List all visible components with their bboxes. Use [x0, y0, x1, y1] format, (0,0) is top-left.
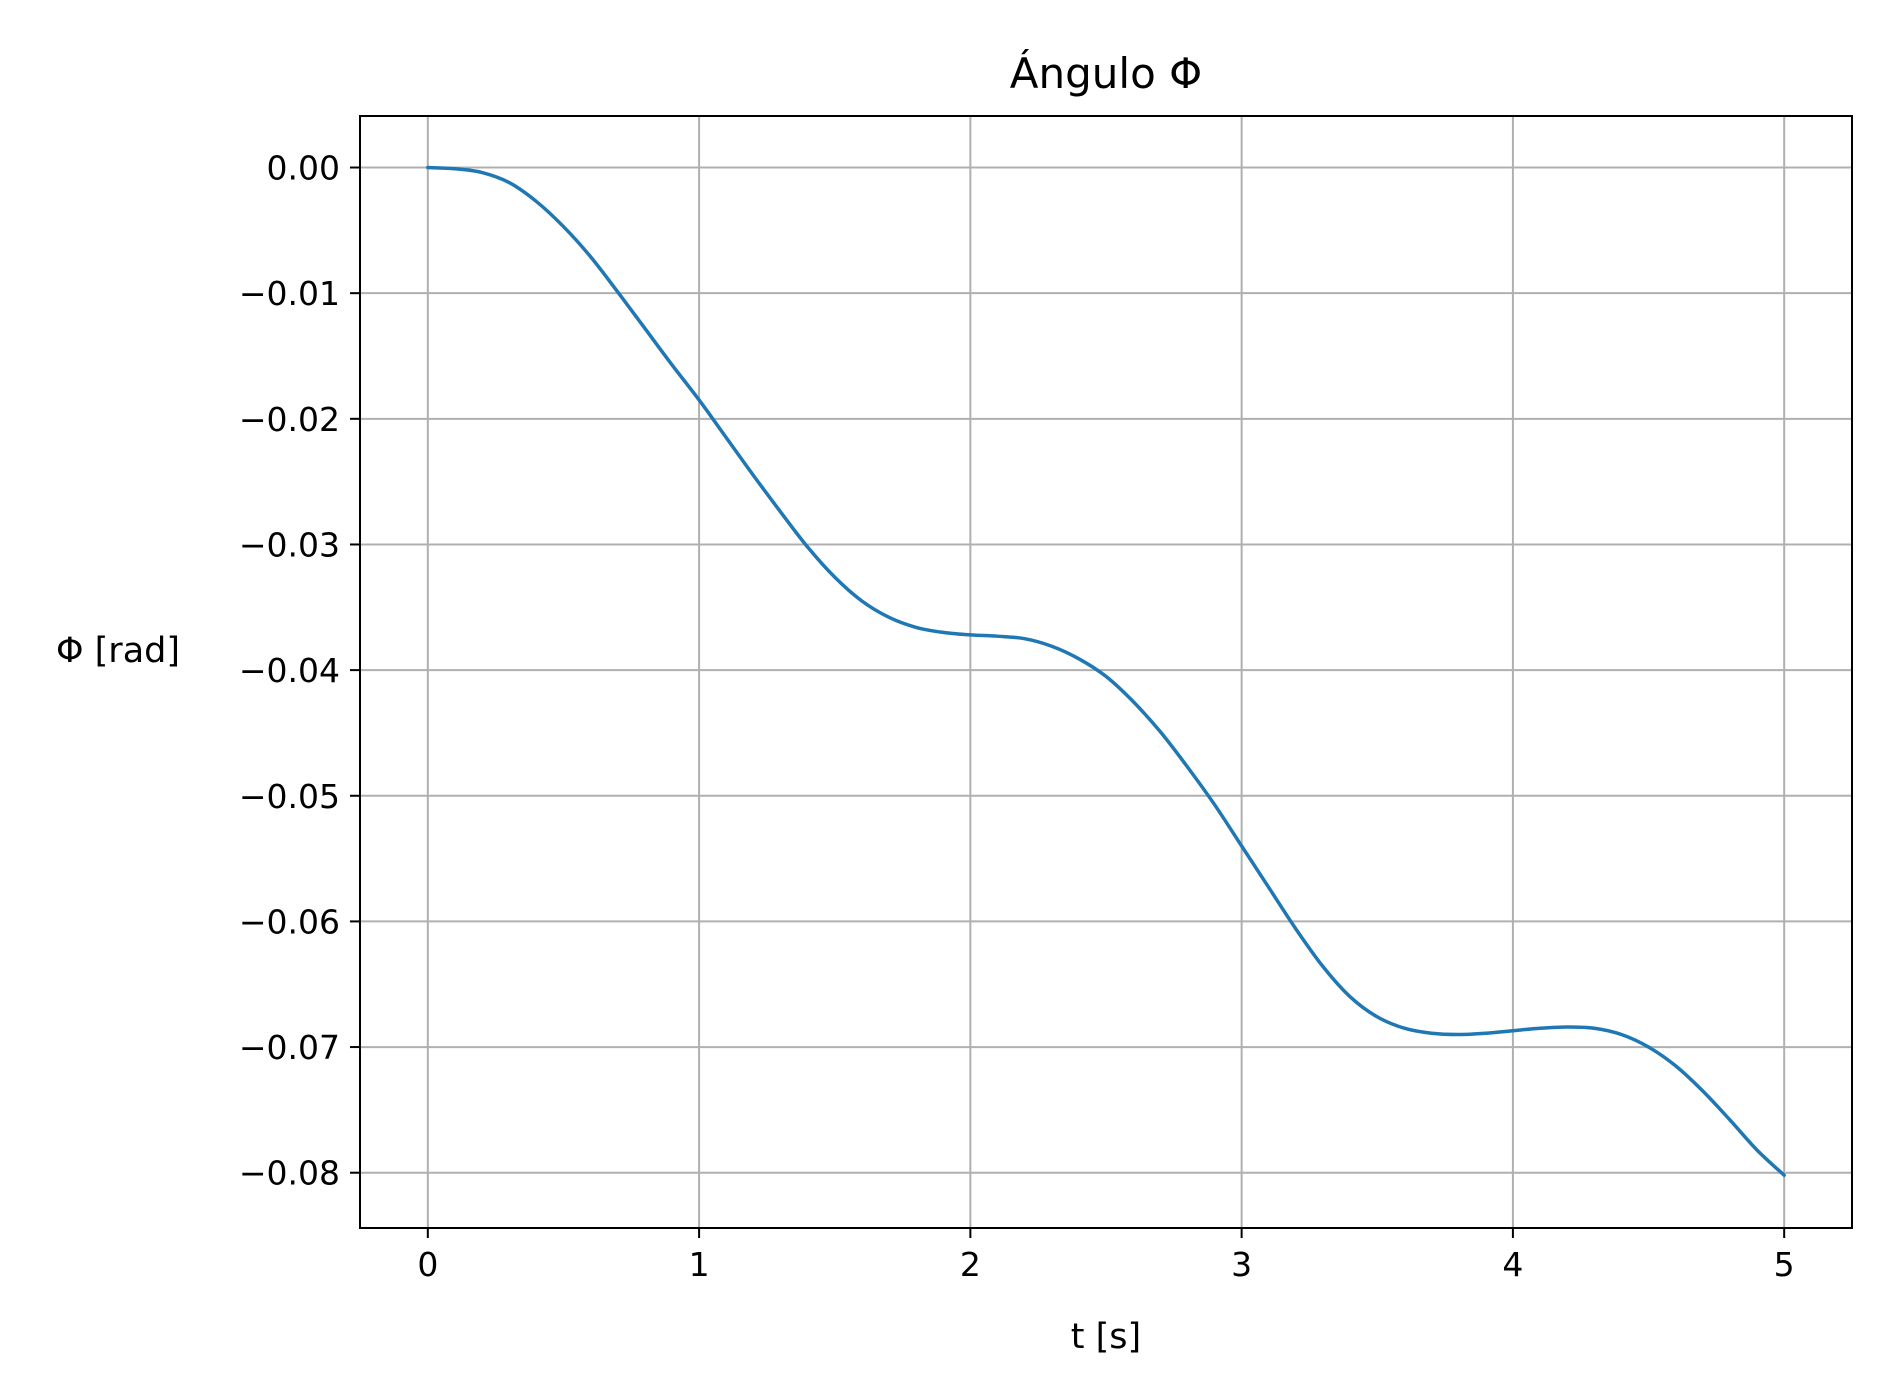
- x-tick-label: 3: [1231, 1245, 1252, 1284]
- x-axis-ticks: 0 1 2 3 4 5: [417, 1228, 1795, 1284]
- chart-title: Ángulo Φ: [1010, 48, 1202, 98]
- x-tick-label: 0: [417, 1245, 438, 1284]
- y-axis-ticks: 0.00 −0.01 −0.02 −0.03 −0.04 −0.05 −0.06 −0.07 −…: [239, 149, 360, 1193]
- y-tick-label: −0.08: [239, 1154, 340, 1193]
- y-tick-label: −0.03: [239, 525, 340, 564]
- y-tick-label: −0.04: [239, 651, 340, 690]
- x-tick-label: 4: [1502, 1245, 1523, 1284]
- series-layer: [426, 165, 1786, 1177]
- y-tick-label: −0.02: [239, 400, 340, 439]
- grid-lines: [360, 116, 1852, 1228]
- y-tick-label: −0.01: [239, 274, 340, 313]
- x-axis-label: t [s]: [1071, 1317, 1141, 1357]
- y-tick-label: −0.05: [239, 777, 340, 816]
- y-tick-label: 0.00: [267, 149, 340, 188]
- series-line: [426, 165, 1786, 1177]
- plot-frame: [359, 115, 1853, 1229]
- x-tick-label: 1: [689, 1245, 710, 1284]
- x-tick-label: 2: [960, 1245, 981, 1284]
- y-axis-label: Φ [rad]: [56, 631, 180, 671]
- y-tick-label: −0.06: [239, 902, 340, 941]
- x-tick-label: 5: [1774, 1245, 1795, 1284]
- y-tick-label: −0.07: [239, 1028, 340, 1067]
